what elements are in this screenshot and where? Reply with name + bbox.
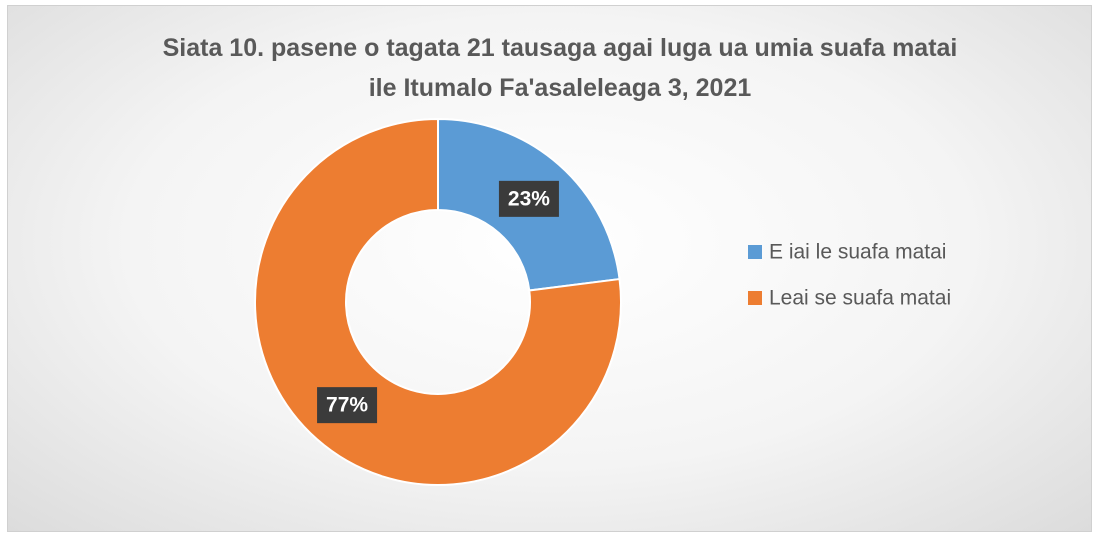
data-label-box [498, 180, 559, 217]
chart-title: Siata 10. pasene o tagata 21 tausaga aga… [162, 34, 958, 102]
legend-label: E iai le suafa matai [769, 241, 946, 264]
legend-label: Leai se suafa matai [769, 287, 951, 310]
data-label: 77% [326, 394, 368, 417]
data-label-box [317, 387, 378, 424]
data-label: 23% [508, 187, 550, 210]
legend-swatch [748, 291, 762, 305]
legend-swatch [748, 245, 762, 259]
